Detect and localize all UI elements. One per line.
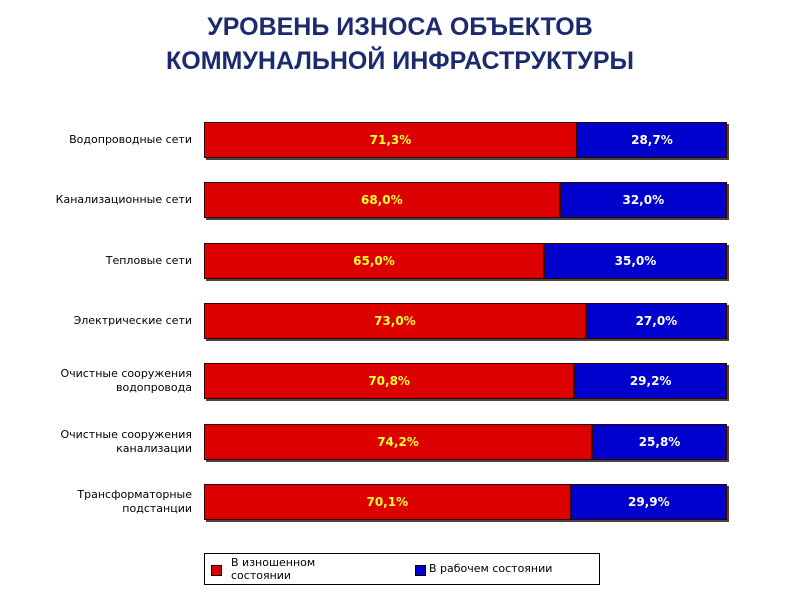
bar-segment bbox=[204, 302, 586, 339]
category-label: Канализационные сети bbox=[55, 193, 192, 207]
bar-segment bbox=[204, 122, 577, 158]
category-label: Водопроводные сети bbox=[69, 133, 192, 146]
bar-segment bbox=[585, 302, 727, 339]
chart-title: УРОВЕНЬ ИЗНОСА ОБЪЕКТОВ КОММУНАЛЬНОЙ ИНФ… bbox=[166, 13, 634, 75]
value-label: 71,3% bbox=[369, 133, 412, 147]
category-label: Трансформаторные подстанции bbox=[77, 487, 192, 515]
bar-segment bbox=[204, 483, 571, 520]
value-label: 65,0% bbox=[353, 253, 395, 268]
bar-segment bbox=[559, 182, 727, 219]
value-label: 70,8% bbox=[368, 374, 410, 389]
legend-label: В изношенном состоянии bbox=[231, 556, 316, 582]
value-label: 35,0% bbox=[614, 253, 657, 268]
value-label: 29,2% bbox=[629, 374, 672, 389]
legend-swatch bbox=[211, 565, 222, 576]
bar-segment bbox=[543, 242, 727, 279]
bar-segment bbox=[204, 242, 544, 279]
value-label: 29,9% bbox=[627, 494, 670, 509]
bar-segment bbox=[204, 423, 593, 460]
category-label: Очистные сооружения канализации bbox=[60, 427, 192, 455]
bar-segment bbox=[576, 122, 727, 158]
value-label: 28,7% bbox=[631, 133, 673, 147]
value-label: 32,0% bbox=[622, 193, 665, 208]
legend: В изношенном состоянии В рабочем состояни… bbox=[204, 553, 600, 585]
value-label: 68,0% bbox=[360, 193, 403, 208]
bar-segment bbox=[574, 363, 727, 400]
legend-swatch bbox=[415, 565, 426, 576]
value-label: 27,0% bbox=[635, 313, 678, 328]
value-label: 25,8% bbox=[638, 434, 681, 449]
bar-segment bbox=[204, 363, 575, 400]
value-label: 73,0% bbox=[374, 313, 416, 328]
bar-segment bbox=[204, 182, 560, 219]
value-label: 74,2% bbox=[377, 434, 419, 449]
bar-segment bbox=[592, 423, 727, 460]
value-label: 70,1% bbox=[366, 494, 409, 509]
bar-segment bbox=[570, 483, 727, 520]
legend-label: В рабочем состоянии bbox=[429, 562, 553, 575]
category-label: Тепловые сети bbox=[105, 253, 192, 267]
category-label: Очистные сооружения водопровода bbox=[60, 367, 192, 395]
category-label: Электрические сети bbox=[73, 313, 192, 327]
